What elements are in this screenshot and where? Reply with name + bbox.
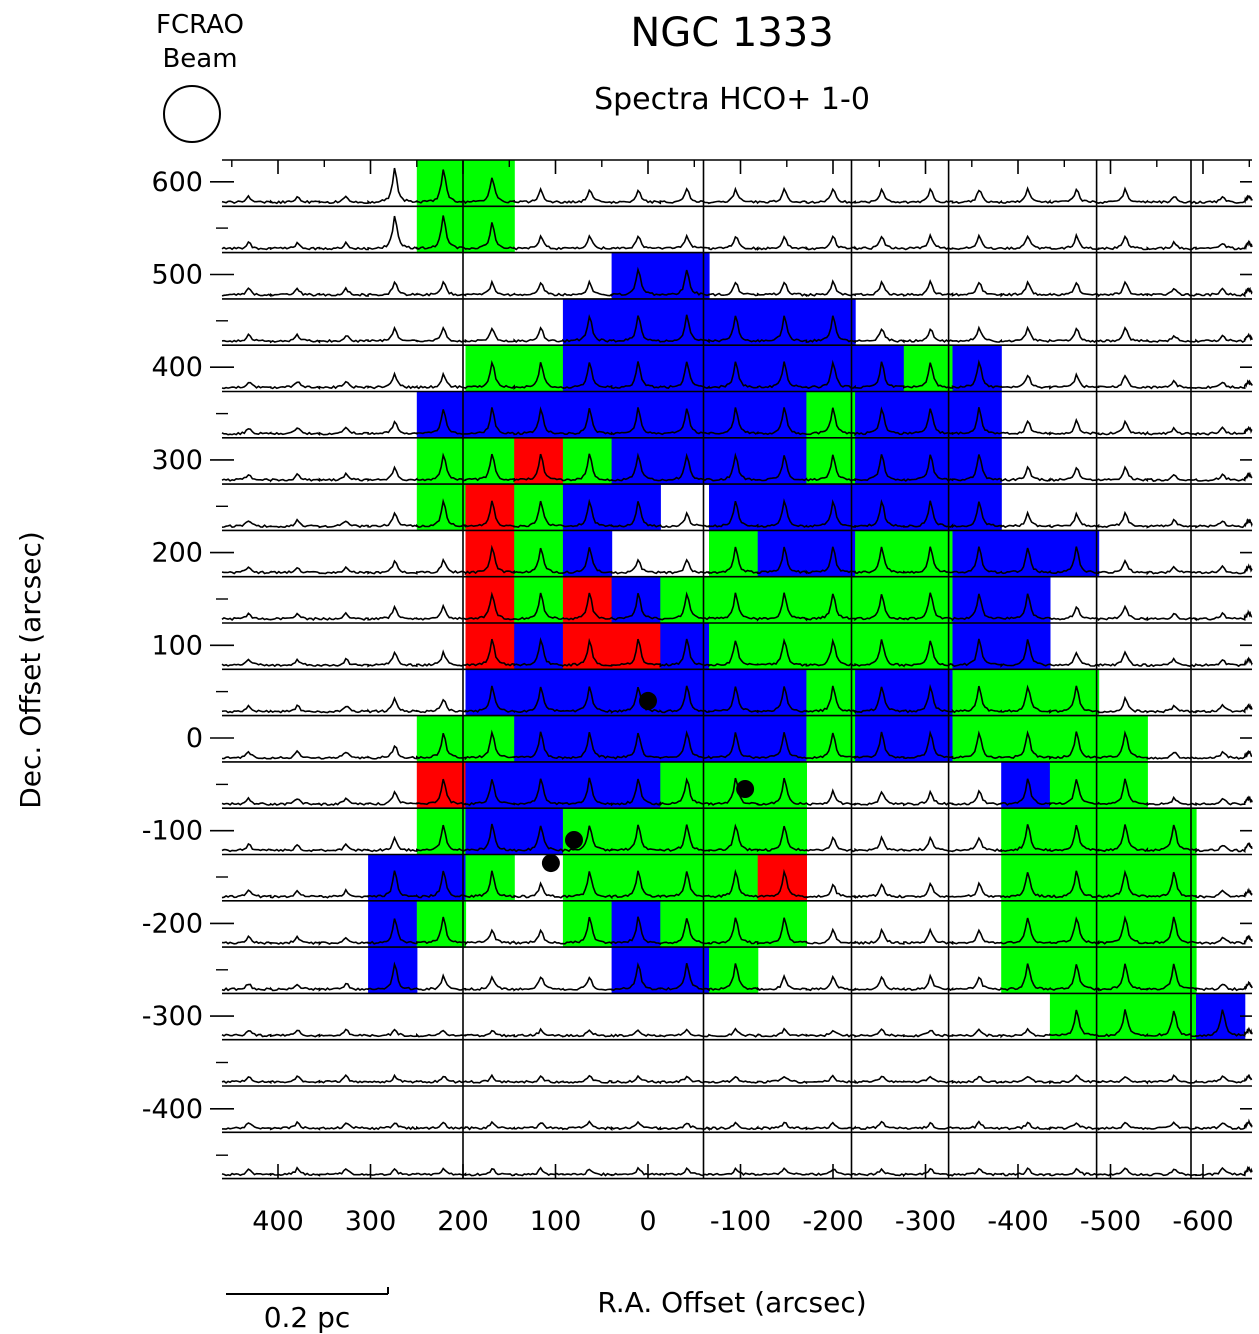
x-tick-label: 300 [345,1206,397,1237]
y-tick-label: 100 [151,630,203,661]
y-tick-label: -300 [142,1001,203,1032]
spectrum-row [221,961,1253,992]
x-tick-label: -300 [895,1206,956,1237]
axis-tick-labels: 400 300 200 100 0 -100 -200 -300 -400 -500 -600 600… [142,167,1234,1237]
x-tick-label: -500 [1080,1206,1141,1237]
beam-circle [163,85,221,143]
spectrum-row [221,777,1253,807]
y-tick-label: 500 [151,260,203,291]
spectrum-row [221,266,1253,298]
spectrum-row [221,215,1253,251]
spectrum-row [221,591,1253,622]
classification-cells [368,160,1246,1041]
spectrum-row [221,1165,1253,1178]
spectrum-row [221,1009,1253,1039]
axis-ticks [210,160,1252,1178]
spectrum-row [221,1073,1253,1085]
y-tick-label: 300 [151,445,203,476]
x-axis-label: R.A. Offset (arcsec) [597,1286,866,1319]
beam-label-line2: Beam [162,44,237,74]
spectra-traces [221,167,1253,1178]
x-tick-label: 0 [639,1206,656,1237]
spectrum-row [221,823,1253,853]
y-tick-label: 600 [151,167,203,198]
protostar-marker [736,780,755,798]
x-tick-label: -600 [1172,1206,1233,1237]
x-tick-label: -400 [987,1206,1048,1237]
y-tick-label: -100 [142,816,203,847]
protostar-markers [541,691,755,873]
spectrum-row [221,868,1253,900]
protostar-marker [541,854,560,873]
y-axis-label: Dec. Offset (arcsec) [14,531,47,809]
y-tick-label: 400 [151,352,203,383]
y-tick-label: 200 [151,538,203,569]
spectrum-row [221,498,1253,529]
spectrum-row [221,636,1253,668]
y-tick-label: -200 [142,908,203,939]
x-tick-label: -100 [710,1206,771,1237]
x-tick-label: -200 [802,1206,863,1237]
protostar-marker [639,691,657,710]
protostar-marker [565,831,583,849]
grid-lines [222,159,1252,1180]
spectrum-row [222,1118,1253,1132]
spectrum-row [221,683,1253,714]
spectrum-row [221,313,1253,344]
x-tick-label: 400 [252,1206,304,1237]
spectrum-row [221,544,1253,576]
y-tick-label: -400 [142,1094,203,1125]
spectrum-row [221,406,1253,437]
x-tick-label: 100 [530,1206,582,1237]
spectrum-row [221,915,1253,946]
y-tick-label: 0 [186,723,203,754]
beam-label-line1: FCRAO [156,10,244,40]
scale-bar-label: 0.2 pc [264,1301,351,1334]
chart-title: NGC 1333 [630,10,833,56]
x-tick-label: 200 [437,1206,489,1237]
spectrum-row [221,452,1253,483]
spectrum-row [221,359,1253,390]
chart-subtitle: Spectra HCO+ 1-0 [594,82,870,117]
spectrum-row [221,167,1253,205]
spectrum-row [221,729,1253,761]
